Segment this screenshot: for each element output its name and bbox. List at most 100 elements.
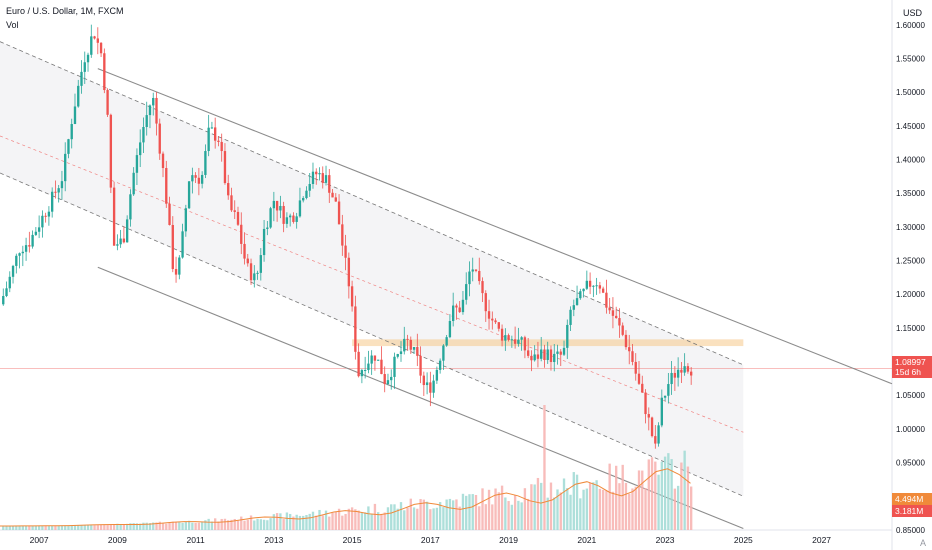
candle-body (57, 188, 60, 193)
candle-body (135, 155, 139, 173)
candle-body (419, 355, 422, 376)
volume-bar (139, 523, 142, 530)
candle-body (403, 338, 406, 352)
volume-bar (236, 520, 240, 530)
candle-body (197, 177, 201, 184)
volume-bar (67, 525, 70, 530)
volume-bar (598, 488, 602, 530)
volume-ma-badge: 3.181M (892, 505, 932, 517)
volume-bar (442, 507, 445, 530)
candle-body (125, 219, 129, 243)
volume-bar (93, 525, 96, 530)
volume-bar (494, 488, 497, 530)
volume-bar (132, 523, 135, 530)
candle-body (246, 258, 249, 264)
volume-bar (142, 522, 145, 530)
x-tick-label: 2019 (499, 535, 518, 545)
candle-body (344, 245, 347, 258)
symbol-title[interactable]: Euro / U.S. Dollar, 1M, FXCM (6, 6, 124, 16)
volume-bar (2, 525, 5, 530)
candle-body (660, 397, 664, 426)
volume-bar (184, 521, 188, 530)
candle-body (373, 355, 377, 361)
volume-bar (422, 499, 426, 530)
volume-bar (686, 466, 690, 530)
candle-body (510, 339, 514, 341)
volume-bar (50, 525, 54, 530)
candle-body (148, 105, 152, 116)
candle-body (465, 284, 468, 300)
volume-bar (337, 508, 341, 530)
y-tick-label: 1.45000 (896, 122, 925, 131)
volume-bar (536, 477, 540, 530)
candle-body (377, 359, 380, 361)
volume-bar (380, 513, 383, 530)
candle-body (458, 307, 461, 313)
candle-body (70, 124, 73, 140)
candle-body (409, 339, 412, 350)
volume-bar (530, 484, 533, 530)
volume-bar (572, 472, 575, 530)
y-tick-label: 1.55000 (896, 55, 925, 64)
volume-bar (227, 520, 230, 530)
volume-bar (579, 498, 582, 530)
bar-countdown: 15d 6h (895, 367, 921, 377)
volume-bar (295, 514, 298, 530)
volume-bar (80, 525, 83, 530)
candle-body (363, 370, 367, 372)
auto-scale-button[interactable]: A (919, 538, 926, 548)
candle-body (494, 320, 497, 323)
candle-body (592, 285, 595, 287)
volume-bar (73, 525, 77, 530)
candle-body (67, 139, 70, 154)
candle-body (370, 355, 373, 364)
candle-body (605, 292, 608, 308)
volume-bar (210, 521, 214, 530)
candle-body (553, 353, 556, 363)
candle-body (432, 380, 435, 393)
candle-body (236, 211, 240, 225)
volume-bar (624, 482, 628, 530)
candle-body (396, 354, 399, 357)
y-tick-label: 1.50000 (896, 88, 925, 97)
x-tick-label: 2025 (734, 535, 753, 545)
candle-body (406, 338, 409, 340)
candle-body (650, 417, 654, 437)
volume-bar (549, 482, 553, 530)
candle-body (517, 339, 520, 344)
candle-body (579, 291, 582, 299)
volume-bar (178, 522, 181, 530)
candle-body (41, 215, 44, 228)
volume-bar (409, 498, 412, 530)
candle-body (686, 366, 690, 372)
volume-bar (628, 493, 631, 530)
volume-bar (360, 512, 364, 530)
volume-bar (458, 506, 461, 530)
volume-bar (634, 486, 637, 530)
volume-bar (292, 516, 295, 530)
candle-body (233, 210, 236, 212)
candle-body (171, 224, 174, 270)
volume-bar (214, 518, 217, 530)
candle-body (259, 255, 262, 273)
volume-bar (308, 513, 311, 530)
volume-ma-line (0, 468, 691, 527)
volume-bar (474, 494, 478, 530)
candle-body (572, 305, 575, 310)
candle-body (350, 286, 354, 307)
candle-body (569, 309, 572, 325)
volume-bar (60, 525, 64, 530)
candle-body (425, 382, 429, 386)
volume-bar (654, 461, 657, 530)
candle-body (269, 208, 272, 228)
x-tick-label: 2007 (30, 535, 49, 545)
candle-body (90, 36, 93, 55)
candle-body (435, 369, 439, 381)
y-tick-label: 1.40000 (896, 156, 925, 165)
candle-body (562, 347, 566, 355)
volume-bar (77, 524, 80, 530)
volume-bar (465, 495, 468, 530)
volume-indicator-label[interactable]: Vol (6, 20, 19, 30)
candle-body (318, 173, 321, 175)
